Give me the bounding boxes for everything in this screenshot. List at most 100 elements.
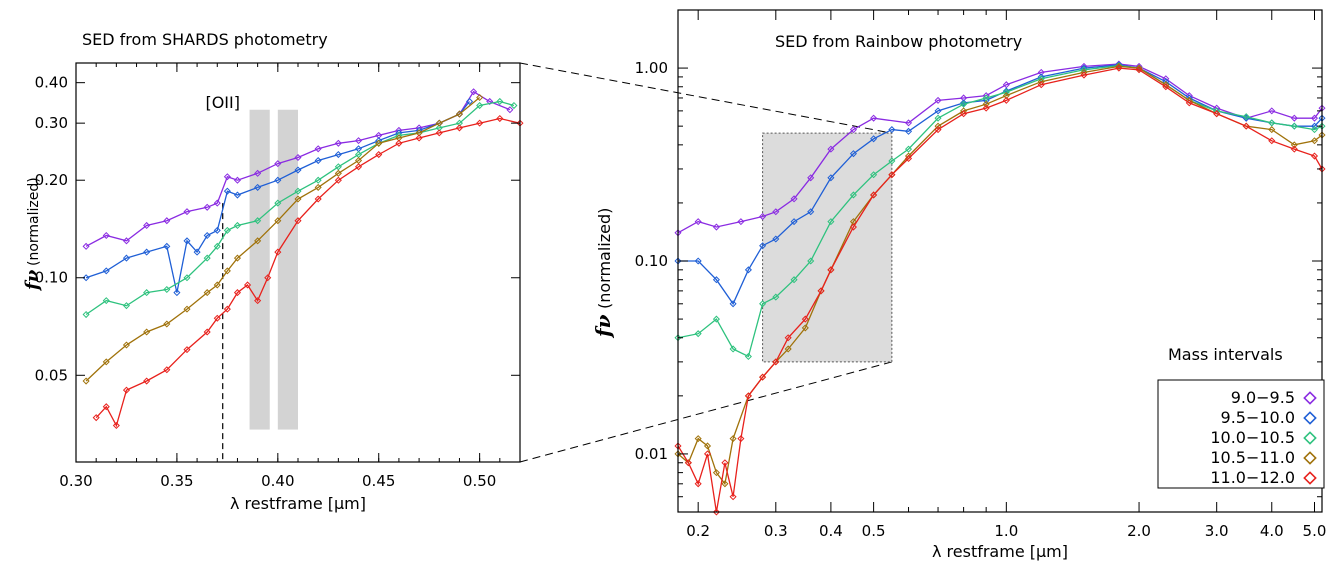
legend-marker-diamond — [1303, 431, 1317, 445]
right-data-point — [904, 154, 913, 163]
right-data-point — [888, 126, 896, 134]
left-data-point — [193, 248, 201, 256]
right-data-point — [737, 435, 745, 443]
left-x-tick-label: 0.35 — [160, 472, 193, 490]
right-data-point — [1002, 92, 1010, 100]
left-data-point — [203, 203, 211, 211]
right-data-point — [1310, 126, 1319, 134]
left-y-tick-label: 0.30 — [35, 114, 68, 132]
legend-marker-diamond — [1303, 411, 1317, 425]
left-data-point — [314, 157, 322, 165]
left-data-point — [163, 242, 171, 250]
left-data-point — [82, 274, 90, 282]
left-data-point — [334, 139, 342, 147]
left-data-point — [496, 97, 504, 105]
right-data-point — [674, 334, 682, 342]
right-data-point — [674, 450, 682, 458]
left-data-point — [143, 248, 151, 256]
right-data-point — [694, 480, 702, 488]
left-data-point — [112, 421, 120, 430]
right-data-point — [772, 208, 780, 216]
left-data-point — [264, 274, 272, 282]
legend-label: 10.0−10.5 — [1210, 428, 1295, 447]
left-data-point — [455, 124, 463, 132]
right-data-point — [827, 218, 835, 226]
right-x-tick-label: 0.3 — [764, 522, 788, 540]
right-data-point — [1213, 110, 1221, 118]
left-data-point — [314, 195, 322, 203]
shaded-band-1 — [249, 109, 270, 430]
left-data-point — [163, 285, 171, 294]
right-data-point — [934, 96, 942, 104]
left-data-point — [395, 134, 403, 142]
left-data-point — [510, 102, 518, 110]
right-y-tick-label: 0.10 — [635, 252, 668, 270]
right-data-point — [1268, 126, 1276, 134]
legend-label: 11.0−12.0 — [1210, 468, 1295, 487]
right-data-point — [712, 276, 720, 284]
right-data-point — [1290, 145, 1298, 153]
left-data-point — [274, 160, 282, 168]
left-data-point — [254, 169, 262, 177]
right-data-point — [960, 100, 968, 108]
left-data-point — [355, 157, 363, 165]
right-x-tick-label: 4.0 — [1260, 522, 1284, 540]
right-data-point — [737, 218, 745, 226]
right-data-point — [849, 218, 857, 226]
right-data-point — [712, 469, 720, 477]
left-data-point — [173, 289, 181, 297]
right-data-point — [870, 114, 878, 122]
right-x-tick-label: 1.0 — [994, 522, 1018, 540]
right-data-point — [721, 480, 729, 488]
right-data-point — [982, 100, 990, 108]
right-data-point — [904, 119, 913, 127]
right-data-point — [712, 315, 720, 323]
right-data-point — [1080, 71, 1088, 79]
left-data-point — [455, 110, 463, 118]
left-data-point — [334, 169, 342, 177]
right-plot-area — [674, 60, 1326, 516]
right-data-point — [744, 352, 752, 361]
right-data-point — [827, 145, 835, 153]
left-data-point — [122, 386, 130, 394]
right-data-point — [729, 300, 737, 308]
right-data-point — [1162, 83, 1170, 91]
right-data-point — [1318, 104, 1326, 112]
right-data-point — [904, 127, 913, 135]
right-data-point — [827, 174, 835, 182]
right-data-point — [759, 300, 767, 308]
left-axis-ticks: 0.30 0.35 0.40 0.45 0.50 0.05 0.10 0.20 0.30 0.40 — [35, 63, 520, 490]
right-data-point — [729, 493, 737, 501]
right-data-point — [772, 235, 780, 243]
right-data-point — [712, 223, 720, 231]
left-data-point — [244, 281, 252, 289]
right-data-point — [790, 276, 798, 284]
right-data-point — [1242, 122, 1250, 130]
right-data-point — [870, 191, 878, 199]
left-y-tick-label: 0.40 — [35, 74, 68, 92]
right-data-point — [674, 229, 682, 237]
left-data-point — [163, 217, 171, 225]
right-data-point — [1268, 119, 1276, 127]
right-data-point — [1290, 141, 1298, 149]
left-data-point — [470, 88, 478, 96]
left-data-point — [294, 187, 302, 195]
left-data-point — [395, 139, 403, 147]
right-data-point — [729, 345, 737, 353]
right-data-point — [888, 157, 896, 165]
left-data-point — [233, 191, 241, 199]
left-data-point — [466, 97, 474, 105]
left-data-point — [415, 134, 423, 142]
left-data-point — [334, 176, 342, 184]
left-data-point — [476, 93, 484, 102]
left-data-point — [122, 302, 130, 310]
right-data-point — [982, 94, 990, 102]
legend-entries: 9.0−9.59.5−10.010.0−10.510.5−11.011.0−12… — [1210, 388, 1317, 487]
left-data-point — [375, 151, 383, 159]
right-data-point — [1310, 137, 1319, 145]
right-x-tick-label: 0.4 — [819, 522, 843, 540]
left-data-point — [496, 115, 504, 123]
left-data-point — [294, 166, 302, 174]
left-data-point — [355, 151, 363, 159]
left-data-point — [143, 328, 151, 336]
